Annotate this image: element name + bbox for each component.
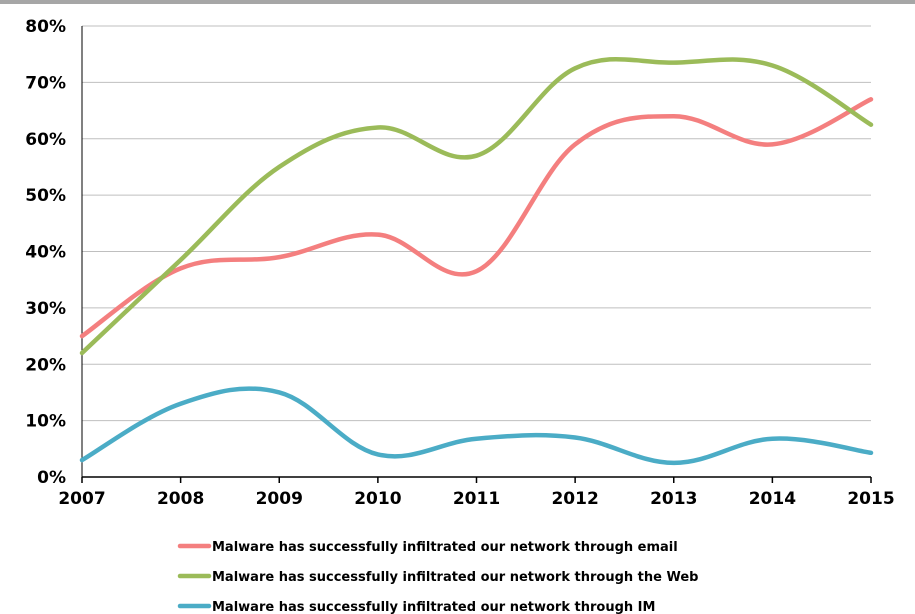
legend-item-web: Malware has successfully infiltrated our… (177, 570, 698, 585)
y-tick-labels: 0% 10% 20% 30% 40% 50% 60% 70% 80% (25, 17, 66, 488)
legend: Malware has successfully infiltrated our… (177, 540, 698, 614)
x-tick-labels: 2007 2008 2009 2010 2011 2012 2013 2014 2015 (58, 489, 894, 509)
x-tick-label: 2013 (650, 489, 697, 509)
y-tick-label: 80% (25, 17, 66, 37)
series-lines (79, 56, 874, 466)
y-tick-label: 0% (37, 468, 66, 488)
y-tick-label: 70% (25, 73, 66, 93)
y-tick-label: 50% (25, 186, 66, 206)
email-series-line (79, 97, 874, 339)
legend-label: Malware has successfully infiltrated our… (212, 600, 655, 614)
x-tick-label: 2008 (157, 489, 204, 509)
im-series-line (79, 386, 874, 466)
legend-item-im: Malware has successfully infiltrated our… (177, 600, 655, 614)
x-tick-label: 2012 (551, 489, 598, 509)
x-tick-label: 2007 (58, 489, 105, 509)
y-tick-label: 20% (25, 355, 66, 375)
x-tick-label: 2010 (354, 489, 401, 509)
x-tick-label: 2011 (453, 489, 500, 509)
y-tick-label: 40% (25, 243, 66, 263)
legend-label: Malware has successfully infiltrated our… (212, 570, 698, 585)
x-tick-label: 2009 (256, 489, 303, 509)
top-rule (0, 0, 915, 4)
axes (81, 26, 872, 483)
web-series-line (79, 56, 874, 356)
x-tick-label: 2014 (749, 489, 796, 509)
y-tick-label: 10% (25, 412, 66, 432)
legend-item-email: Malware has successfully infiltrated our… (177, 540, 678, 555)
x-tick-label: 2015 (847, 489, 894, 509)
y-tick-label: 30% (25, 299, 66, 319)
y-tick-label: 60% (25, 130, 66, 150)
legend-label: Malware has successfully infiltrated our… (212, 540, 678, 555)
gridlines (82, 25, 871, 422)
